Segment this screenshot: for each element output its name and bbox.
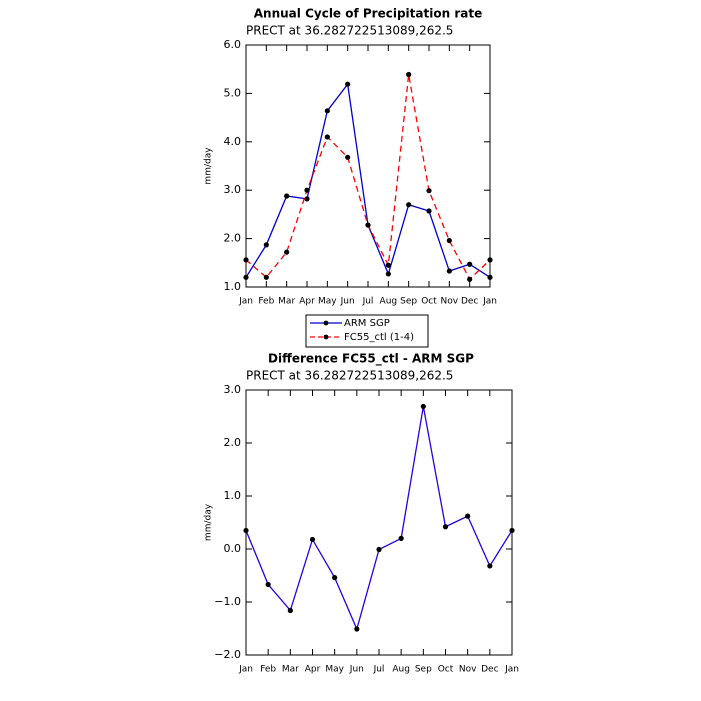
point [287, 607, 293, 614]
plot-frame [245, 389, 513, 656]
point [345, 81, 351, 87]
point [243, 527, 249, 534]
x-tick-label: Jul [362, 297, 374, 307]
y-axis-label: mm/day [204, 503, 214, 541]
point [332, 575, 338, 581]
point [385, 271, 391, 277]
x-tick-label: Dec [461, 297, 478, 307]
chart-title: Difference FC55_ctl - ARM SGP [268, 352, 474, 367]
x-tick-label: Oct [421, 297, 437, 307]
point [304, 187, 310, 193]
y-tick-label: 3.0 [224, 183, 242, 196]
x-tick-label: Mar [282, 665, 299, 675]
y-tick-label: 2.0 [224, 232, 242, 245]
point [345, 154, 351, 160]
chart-title: Annual Cycle of Precipitation rate [254, 7, 482, 21]
x-tick-label: Feb [258, 297, 274, 307]
point [263, 274, 269, 280]
point [467, 261, 473, 267]
point [426, 208, 432, 214]
x-tick-label: Mar [278, 297, 295, 307]
point [365, 222, 371, 228]
point [465, 513, 471, 519]
point [442, 524, 449, 530]
x-tick-label: Jan [504, 665, 519, 675]
y-tick-label: 1.0 [224, 280, 242, 293]
point [406, 71, 412, 78]
legend-box [305, 314, 429, 348]
x-tick-label: Jun [340, 297, 355, 307]
y-tick-label: 0.0 [224, 542, 242, 555]
series-line [245, 406, 513, 631]
legend-label: ARM SGP [344, 318, 390, 329]
point [487, 563, 493, 569]
point [376, 546, 382, 553]
x-tick-label: Jan [238, 297, 253, 307]
x-tick-label: Nov [459, 665, 477, 675]
point [304, 196, 310, 202]
point [263, 242, 269, 248]
point [324, 134, 330, 140]
y-tick-label: 3.0 [224, 383, 242, 396]
y-tick-label: 4.0 [224, 135, 242, 148]
point [426, 188, 432, 194]
x-tick-label: Jan [482, 297, 497, 307]
y-tick-label: 2.0 [224, 436, 242, 449]
x-tick-label: Nov [441, 297, 459, 307]
point [446, 237, 452, 244]
x-tick-label: Jul [373, 665, 385, 675]
point [509, 527, 515, 534]
point [398, 535, 404, 542]
point [284, 249, 290, 255]
chart-subtitle: PRECT at 36.282722513089,262.5 [246, 24, 453, 38]
series-line [245, 74, 491, 281]
x-tick-label: Aug [380, 297, 398, 307]
point [446, 268, 452, 274]
point [406, 202, 412, 208]
point [309, 536, 316, 543]
series-line [245, 82, 491, 278]
point [487, 257, 493, 263]
x-tick-label: Oct [438, 665, 454, 675]
point [243, 257, 249, 263]
point [243, 274, 249, 280]
legend-marker [323, 320, 329, 326]
point [354, 626, 360, 632]
y-tick-label: 6.0 [224, 38, 242, 51]
point [265, 581, 271, 588]
x-tick-label: Aug [392, 665, 410, 675]
x-tick-label: Jun [349, 665, 364, 675]
y-tick-label: −2.0 [214, 648, 241, 661]
x-tick-label: Apr [299, 297, 315, 307]
x-tick-label: May [325, 665, 344, 675]
legend-marker [323, 334, 329, 340]
y-axis-label: mm/day [204, 147, 214, 185]
chart-subtitle: PRECT at 36.282722513089,262.5 [246, 369, 453, 383]
x-tick-label: Dec [481, 665, 498, 675]
point [284, 193, 290, 199]
plot-frame [245, 44, 491, 288]
x-tick-label: Jan [238, 665, 253, 675]
x-tick-label: Sep [415, 665, 432, 675]
y-tick-label: 1.0 [224, 489, 242, 502]
point [467, 276, 473, 282]
point [385, 262, 391, 268]
x-tick-label: Apr [305, 665, 321, 675]
x-tick-label: May [318, 297, 337, 307]
legend-label: FC55_ctl (1-4) [344, 332, 414, 343]
point [487, 274, 493, 280]
y-tick-label: −1.0 [214, 595, 241, 608]
x-tick-label: Feb [260, 665, 276, 675]
point [324, 108, 330, 114]
point [420, 403, 426, 410]
y-tick-label: 5.0 [224, 86, 242, 99]
x-tick-label: Sep [400, 297, 417, 307]
